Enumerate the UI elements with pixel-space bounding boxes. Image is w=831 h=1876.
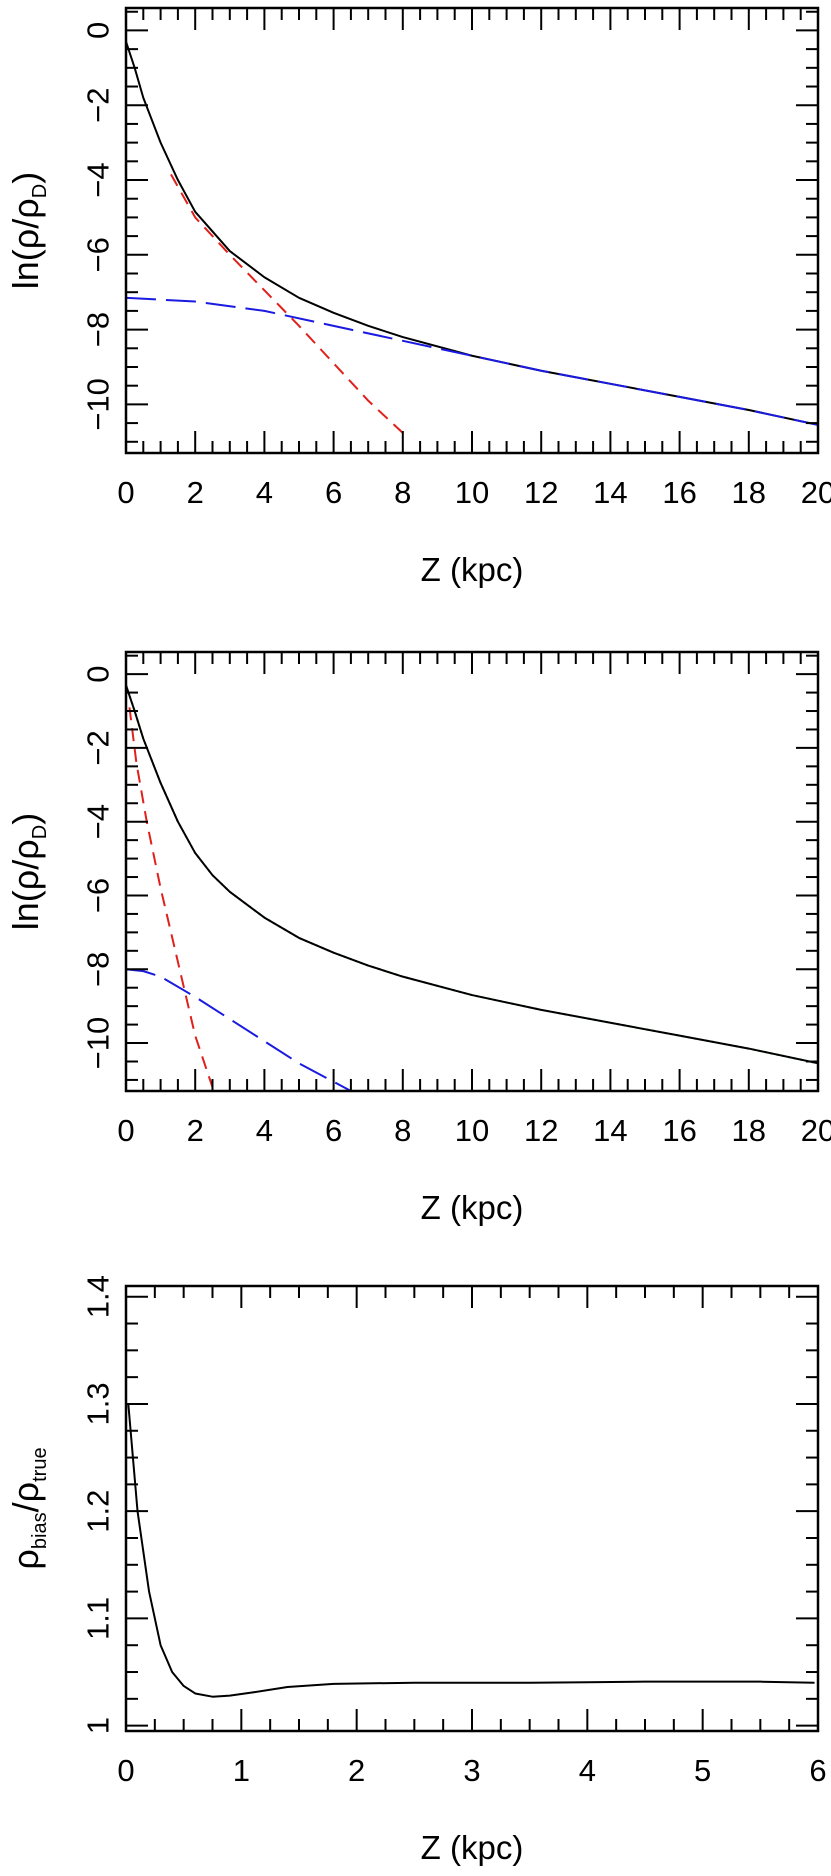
y-tick-label: 1.4 (81, 1275, 116, 1318)
y-title-numerator: ρ (5, 229, 46, 249)
x-tick-label: 12 (524, 475, 558, 510)
x-tick-label: 5 (694, 1753, 711, 1788)
x-tick-label: 4 (256, 475, 273, 510)
y-title-denominator-sub: D (29, 184, 51, 198)
y-axis-title: ln(ρ/ρD) (5, 813, 51, 930)
x-tick-label: 8 (394, 475, 411, 510)
x-tick-label: 4 (579, 1753, 596, 1788)
x-tick-label: 6 (325, 1113, 342, 1148)
y-title-suffix: ) (5, 172, 46, 184)
y-tick-label: −10 (81, 1017, 116, 1070)
y-tick-label: 1.2 (81, 1490, 116, 1533)
x-tick-label: 16 (662, 475, 696, 510)
x-axis-title: Z (kpc) (421, 1829, 524, 1866)
y-tick-label: −2 (81, 730, 116, 765)
y-title-numerator: ρ (5, 870, 46, 890)
y-tick-label: −6 (81, 237, 116, 272)
y-title-denominator-sub: D (29, 825, 51, 839)
x-tick-label: 14 (593, 1113, 627, 1148)
series-line-2 (170, 173, 407, 437)
x-tick-label: 12 (524, 1113, 558, 1148)
x-axis-title: Z (kpc) (421, 551, 524, 588)
y-title-denominator: ρ (5, 839, 46, 859)
x-tick-label: 16 (662, 1113, 696, 1148)
y-tick-label: −8 (81, 312, 116, 347)
series-line-3 (126, 296, 818, 426)
y-tick-label: 1.1 (81, 1597, 116, 1640)
plot-frame (124, 650, 820, 1093)
y-title-slash: / (5, 860, 46, 870)
series-line-1 (126, 684, 818, 1065)
y-title-denominator: ρ (5, 1482, 46, 1502)
series-line-4 (126, 968, 352, 1091)
y-tick-label: −10 (81, 378, 116, 431)
plot-frame (124, 6, 820, 455)
y-tick-label: 1 (81, 1717, 116, 1734)
x-tick-label: 2 (187, 1113, 204, 1148)
y-tick-label: −8 (81, 952, 116, 987)
series-line-1 (126, 41, 818, 426)
x-tick-label: 20 (801, 475, 831, 510)
y-tick-label: −4 (81, 162, 116, 197)
panel-2: 0 2 4 6 8 10 12 14 16 18 200−2−4−6−8−10Z (kpc)ln(ρ… (5, 650, 831, 1226)
x-tick-label: 1 (233, 1753, 250, 1788)
y-tick-label: 0 (81, 22, 116, 39)
x-tick-label: 0 (117, 1113, 134, 1148)
y-tick-label: 1.3 (81, 1382, 116, 1425)
y-title-prefix: ln( (5, 890, 46, 930)
x-tick-label: 10 (455, 1113, 489, 1148)
plot-frame (124, 1284, 820, 1733)
panel-3: 0 1 2 3 4 5 611.11.21.31.4Z (kpc)ρbias/ρtrue (5, 1275, 827, 1866)
y-tick-label: −2 (81, 88, 116, 123)
x-tick-label: 20 (801, 1113, 831, 1148)
x-tick-label: 2 (348, 1753, 365, 1788)
y-axis-title: ρbias/ρtrue (5, 1447, 51, 1569)
x-tick-label: 14 (593, 475, 627, 510)
y-tick-label: −6 (81, 878, 116, 913)
y-title-suffix: ) (5, 813, 46, 825)
y-title-numerator: ρ (5, 1549, 46, 1569)
x-tick-label: 8 (394, 1113, 411, 1148)
y-title-prefix: ln( (5, 249, 46, 289)
x-tick-label: 6 (325, 475, 342, 510)
x-tick-label: 0 (117, 475, 134, 510)
series-line-3 (128, 707, 214, 1088)
x-tick-label: 3 (463, 1753, 480, 1788)
y-title-numerator-sub: bias (29, 1512, 51, 1549)
y-title-slash: / (5, 1502, 46, 1512)
x-tick-label: 4 (256, 1113, 273, 1148)
series-line-1 (127, 1403, 815, 1698)
y-axis-title: ln(ρ/ρD) (5, 172, 51, 289)
x-tick-label: 18 (732, 475, 766, 510)
panel-1: 0 2 4 6 8 10 12 14 16 18 200−2−4−6−8−10Z (kpc)ln(ρ… (5, 6, 831, 588)
y-title-slash: / (5, 219, 46, 229)
y-title-denominator-sub: true (29, 1447, 51, 1481)
x-tick-label: 6 (809, 1753, 826, 1788)
x-tick-label: 0 (117, 1753, 134, 1788)
y-tick-label: −4 (81, 804, 116, 839)
y-tick-label: 0 (81, 666, 116, 683)
x-tick-label: 2 (187, 475, 204, 510)
x-tick-label: 18 (732, 1113, 766, 1148)
x-axis-title: Z (kpc) (421, 1189, 524, 1226)
y-title-denominator: ρ (5, 198, 46, 218)
x-tick-label: 10 (455, 475, 489, 510)
series-line-2 (126, 684, 818, 1065)
